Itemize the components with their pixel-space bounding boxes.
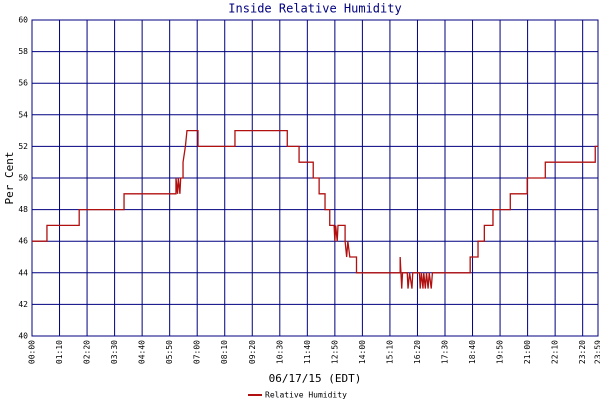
y-tick-label: 40 [18, 332, 28, 341]
x-tick-label: 14:00 [358, 340, 367, 364]
x-tick-label: 12:50 [330, 340, 339, 364]
legend-label: Relative Humidity [265, 391, 347, 400]
chart-title: Inside Relative Humidity [228, 2, 401, 16]
y-tick-label: 54 [18, 110, 28, 119]
y-axis-label: Per Cent [3, 152, 16, 205]
x-tick-label: 02:20 [83, 340, 92, 364]
x-tick-label: 09:20 [248, 340, 257, 364]
x-tick-label: 22:10 [551, 340, 560, 364]
y-tick-label: 60 [18, 16, 28, 25]
y-tick-label: 46 [18, 237, 28, 246]
x-tick-label: 18:40 [468, 340, 477, 364]
x-tick-label: 23:20 [578, 340, 587, 364]
x-tick-label: 01:10 [55, 340, 64, 364]
y-tick-label: 42 [18, 300, 28, 309]
y-tick-label: 58 [18, 47, 28, 56]
x-tick-label: 21:00 [523, 340, 532, 364]
y-tick-label: 56 [18, 79, 28, 88]
x-tick-label: 04:40 [138, 340, 147, 364]
x-tick-label: 08:10 [220, 340, 229, 364]
y-tick-label: 50 [18, 174, 28, 183]
x-tick-label: 00:00 [28, 340, 37, 364]
x-tick-label: 03:30 [110, 340, 119, 364]
y-tick-label: 48 [18, 205, 28, 214]
x-tick-label: 07:00 [193, 340, 202, 364]
x-axis-label: 06/17/15 (EDT) [269, 372, 362, 385]
x-tick-label: 17:30 [440, 340, 449, 364]
x-tick-label: 11:40 [303, 340, 312, 364]
x-tick-label: 19:50 [496, 340, 505, 364]
x-tick-label: 05:50 [165, 340, 174, 364]
x-tick-label: 23:59 [594, 340, 600, 364]
y-tick-label: 52 [18, 142, 28, 151]
x-tick-label: 15:10 [385, 340, 394, 364]
x-tick-label: 10:30 [275, 340, 284, 364]
y-tick-label: 44 [18, 268, 28, 277]
data-line [32, 129, 598, 289]
plot-border [31, 19, 599, 337]
x-tick-label: 16:20 [413, 340, 422, 364]
